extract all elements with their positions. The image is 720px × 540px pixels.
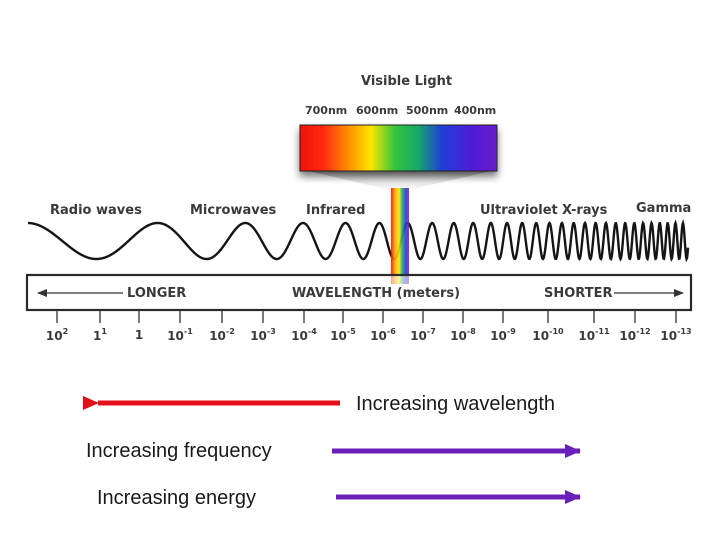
visible-light-band (391, 188, 409, 284)
tick-label: 10-9 (490, 327, 516, 343)
visible-light-title: Visible Light (361, 74, 453, 89)
tick-label: 10-6 (370, 327, 396, 343)
tick-label: 102 (45, 327, 69, 343)
region-gamma: Gamma (636, 201, 692, 216)
tick-label: 1 (134, 328, 144, 342)
tick-label: 10-4 (291, 327, 317, 343)
tick-label: 10-2 (209, 327, 235, 343)
tick-label: 10-7 (410, 327, 436, 343)
tick-label: 10-1 (167, 327, 193, 343)
tick-label: 10-11 (578, 327, 610, 343)
tick-label: 10-8 (450, 327, 476, 343)
wavelength-scale-box (25, 273, 693, 312)
region-infrared: Infrared (306, 203, 366, 218)
tick-label: 10-3 (250, 327, 276, 343)
visible-light-spectrum-bar (299, 124, 498, 172)
visible-light-funnel (304, 170, 496, 190)
scale-shorter-label: SHORTER (544, 286, 613, 301)
tick-label: 10-5 (330, 327, 356, 343)
caption-increasing-frequency: Increasing frequency (86, 440, 272, 462)
nm-label-400: 400nm (454, 104, 497, 117)
nm-label-700: 700nm (305, 104, 348, 117)
scale-center-label: WAVELENGTH (meters) (292, 286, 461, 301)
tick-label: 10-10 (532, 327, 564, 343)
tick-label: 10-12 (619, 327, 651, 343)
nm-label-600: 600nm (356, 104, 399, 117)
nm-label-500: 500nm (406, 104, 449, 117)
caption-increasing-energy: Increasing energy (97, 487, 256, 509)
tick-marks (56, 310, 677, 323)
region-microwaves: Microwaves (190, 203, 277, 218)
tick-label: 11 (93, 327, 107, 343)
region-xrays: X-rays (562, 203, 608, 218)
tick-label: 10-13 (660, 327, 692, 343)
region-ultraviolet: Ultraviolet (480, 203, 558, 218)
scale-longer-label: LONGER (127, 286, 187, 301)
region-radio-waves: Radio waves (50, 203, 142, 218)
caption-increasing-wavelength: Increasing wavelength (356, 393, 556, 415)
wave-line (27, 219, 690, 263)
